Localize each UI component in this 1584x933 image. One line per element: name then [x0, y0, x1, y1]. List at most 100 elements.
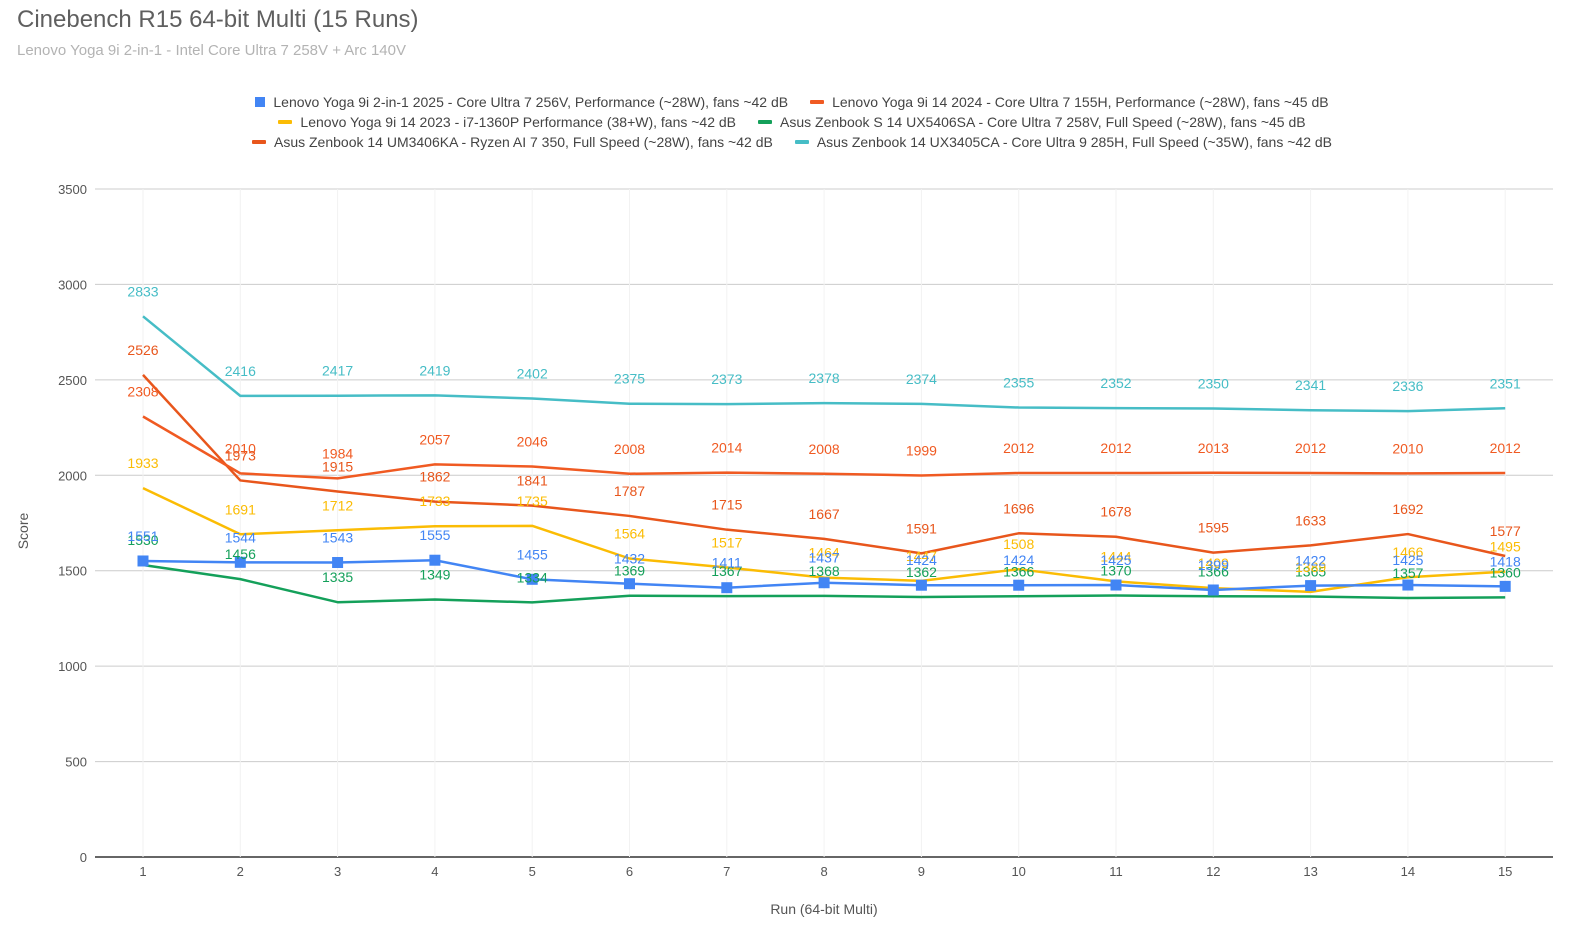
legend-line-marker-icon [278, 120, 293, 124]
data-label: 1399 [1198, 557, 1229, 573]
data-label: 2355 [1003, 375, 1034, 391]
legend-line-marker-icon [251, 140, 266, 144]
x-tick-label: 14 [1401, 864, 1415, 879]
data-label: 1424 [1003, 552, 1034, 568]
y-tick-label: 0 [80, 850, 87, 865]
legend-item[interactable]: Asus Zenbook 14 UX3405CA - Core Ultra 9 … [794, 134, 1332, 150]
data-label: 1456 [225, 546, 256, 562]
data-point-marker [721, 582, 733, 594]
data-label: 2012 [1100, 440, 1131, 456]
data-label: 1667 [809, 506, 840, 522]
data-label: 1544 [225, 529, 256, 545]
data-label: 2374 [906, 371, 937, 387]
data-point-marker [1110, 579, 1122, 591]
legend-line-marker-icon [758, 120, 773, 124]
legend-item[interactable]: Lenovo Yoga 9i 14 2023 - i7-1360P Perfor… [278, 114, 736, 130]
data-label: 1349 [419, 567, 450, 583]
legend-label: Lenovo Yoga 9i 14 2024 - Core Ultra 7 15… [832, 94, 1329, 110]
data-label: 2336 [1392, 378, 1423, 394]
data-point-marker [818, 577, 830, 589]
data-label: 1370 [1100, 563, 1131, 579]
data-label: 1564 [614, 525, 645, 541]
data-label: 1735 [517, 493, 548, 509]
data-label: 1973 [225, 447, 256, 463]
data-label: 1360 [1490, 564, 1521, 580]
x-tick-label: 10 [1011, 864, 1025, 879]
data-label: 2013 [1198, 440, 1229, 456]
data-label: 1424 [906, 552, 937, 568]
data-label: 1841 [517, 473, 548, 489]
data-label: 1508 [1003, 536, 1034, 552]
data-label: 1362 [906, 564, 937, 580]
data-label: 1787 [614, 483, 645, 499]
data-point-marker [1305, 580, 1317, 592]
legend-label: Lenovo Yoga 9i 2-in-1 2025 - Core Ultra … [273, 94, 789, 110]
y-tick-label: 1500 [58, 564, 87, 579]
chart-title: Cinebench R15 64-bit Multi (15 Runs) [17, 6, 419, 33]
data-point-marker [1402, 579, 1414, 591]
y-tick-label: 500 [65, 755, 87, 770]
data-label: 1367 [711, 563, 742, 579]
data-point-marker [1207, 584, 1219, 596]
data-label: 1633 [1295, 512, 1326, 528]
data-label: 2308 [127, 384, 158, 400]
data-label: 2012 [1003, 440, 1034, 456]
data-label: 1455 [517, 546, 548, 562]
data-label: 1466 [1392, 544, 1423, 560]
legend-item[interactable]: Asus Zenbook S 14 UX5406SA - Core Ultra … [758, 114, 1306, 130]
legend-label: Asus Zenbook 14 UX3405CA - Core Ultra 9 … [816, 134, 1332, 150]
legend-row: Asus Zenbook 14 UM3406KA - Ryzen AI 7 35… [0, 132, 1584, 152]
data-point-marker [1013, 579, 1025, 591]
x-tick-label: 6 [626, 864, 633, 879]
data-label: 1696 [1003, 500, 1034, 516]
data-label: 1389 [1295, 559, 1326, 575]
x-axis-label: Run (64-bit Multi) [770, 901, 877, 917]
data-label: 1418 [1490, 553, 1521, 569]
legend-item[interactable]: Lenovo Yoga 9i 14 2024 - Core Ultra 7 15… [810, 94, 1329, 110]
data-label: 1551 [127, 528, 158, 544]
data-label: 1495 [1490, 539, 1521, 555]
legend-item[interactable]: Asus Zenbook 14 UM3406KA - Ryzen AI 7 35… [251, 134, 773, 150]
legend-square-marker-icon [255, 97, 266, 107]
data-label: 1555 [419, 527, 450, 543]
y-tick-label: 3000 [58, 277, 87, 292]
legend-label: Lenovo Yoga 9i 14 2023 - i7-1360P Perfor… [300, 114, 737, 130]
legend-item[interactable]: Lenovo Yoga 9i 2-in-1 2025 - Core Ultra … [255, 94, 788, 110]
data-label: 1334 [517, 569, 548, 585]
data-label: 1862 [419, 469, 450, 485]
data-label: 2014 [711, 440, 742, 456]
data-label: 2046 [517, 434, 548, 450]
data-label: 1984 [322, 445, 353, 461]
data-label: 2373 [711, 371, 742, 387]
x-tick-label: 8 [820, 864, 827, 879]
data-point-marker [332, 557, 344, 569]
data-label: 1425 [1392, 552, 1423, 568]
data-label: 2010 [1392, 440, 1423, 456]
data-label: 1447 [906, 548, 937, 564]
x-tick-label: 15 [1498, 864, 1512, 879]
data-label: 1369 [614, 563, 645, 579]
data-label: 2341 [1295, 377, 1326, 393]
chart-subtitle: Lenovo Yoga 9i 2-in-1 - Intel Core Ultra… [17, 42, 406, 59]
data-label: 1691 [225, 501, 256, 517]
y-axis-label: Score [15, 513, 31, 550]
data-label: 1437 [809, 550, 840, 566]
data-point-marker [624, 578, 635, 590]
y-tick-label: 3500 [58, 182, 87, 197]
data-point-marker [137, 555, 149, 567]
data-point-marker [429, 554, 441, 566]
x-tick-label: 3 [334, 864, 341, 879]
data-label: 1678 [1100, 504, 1131, 520]
data-label: 2375 [614, 371, 645, 387]
data-label: 2416 [225, 363, 256, 379]
data-label: 1409 [1198, 555, 1229, 571]
data-point-marker [915, 579, 927, 591]
data-label: 1444 [1100, 548, 1131, 564]
data-label: 1715 [711, 497, 742, 513]
data-label: 1464 [809, 545, 840, 561]
x-tick-label: 9 [918, 864, 925, 879]
data-label: 1733 [419, 493, 450, 509]
y-tick-label: 1000 [58, 659, 87, 674]
data-label: 2012 [1490, 440, 1521, 456]
